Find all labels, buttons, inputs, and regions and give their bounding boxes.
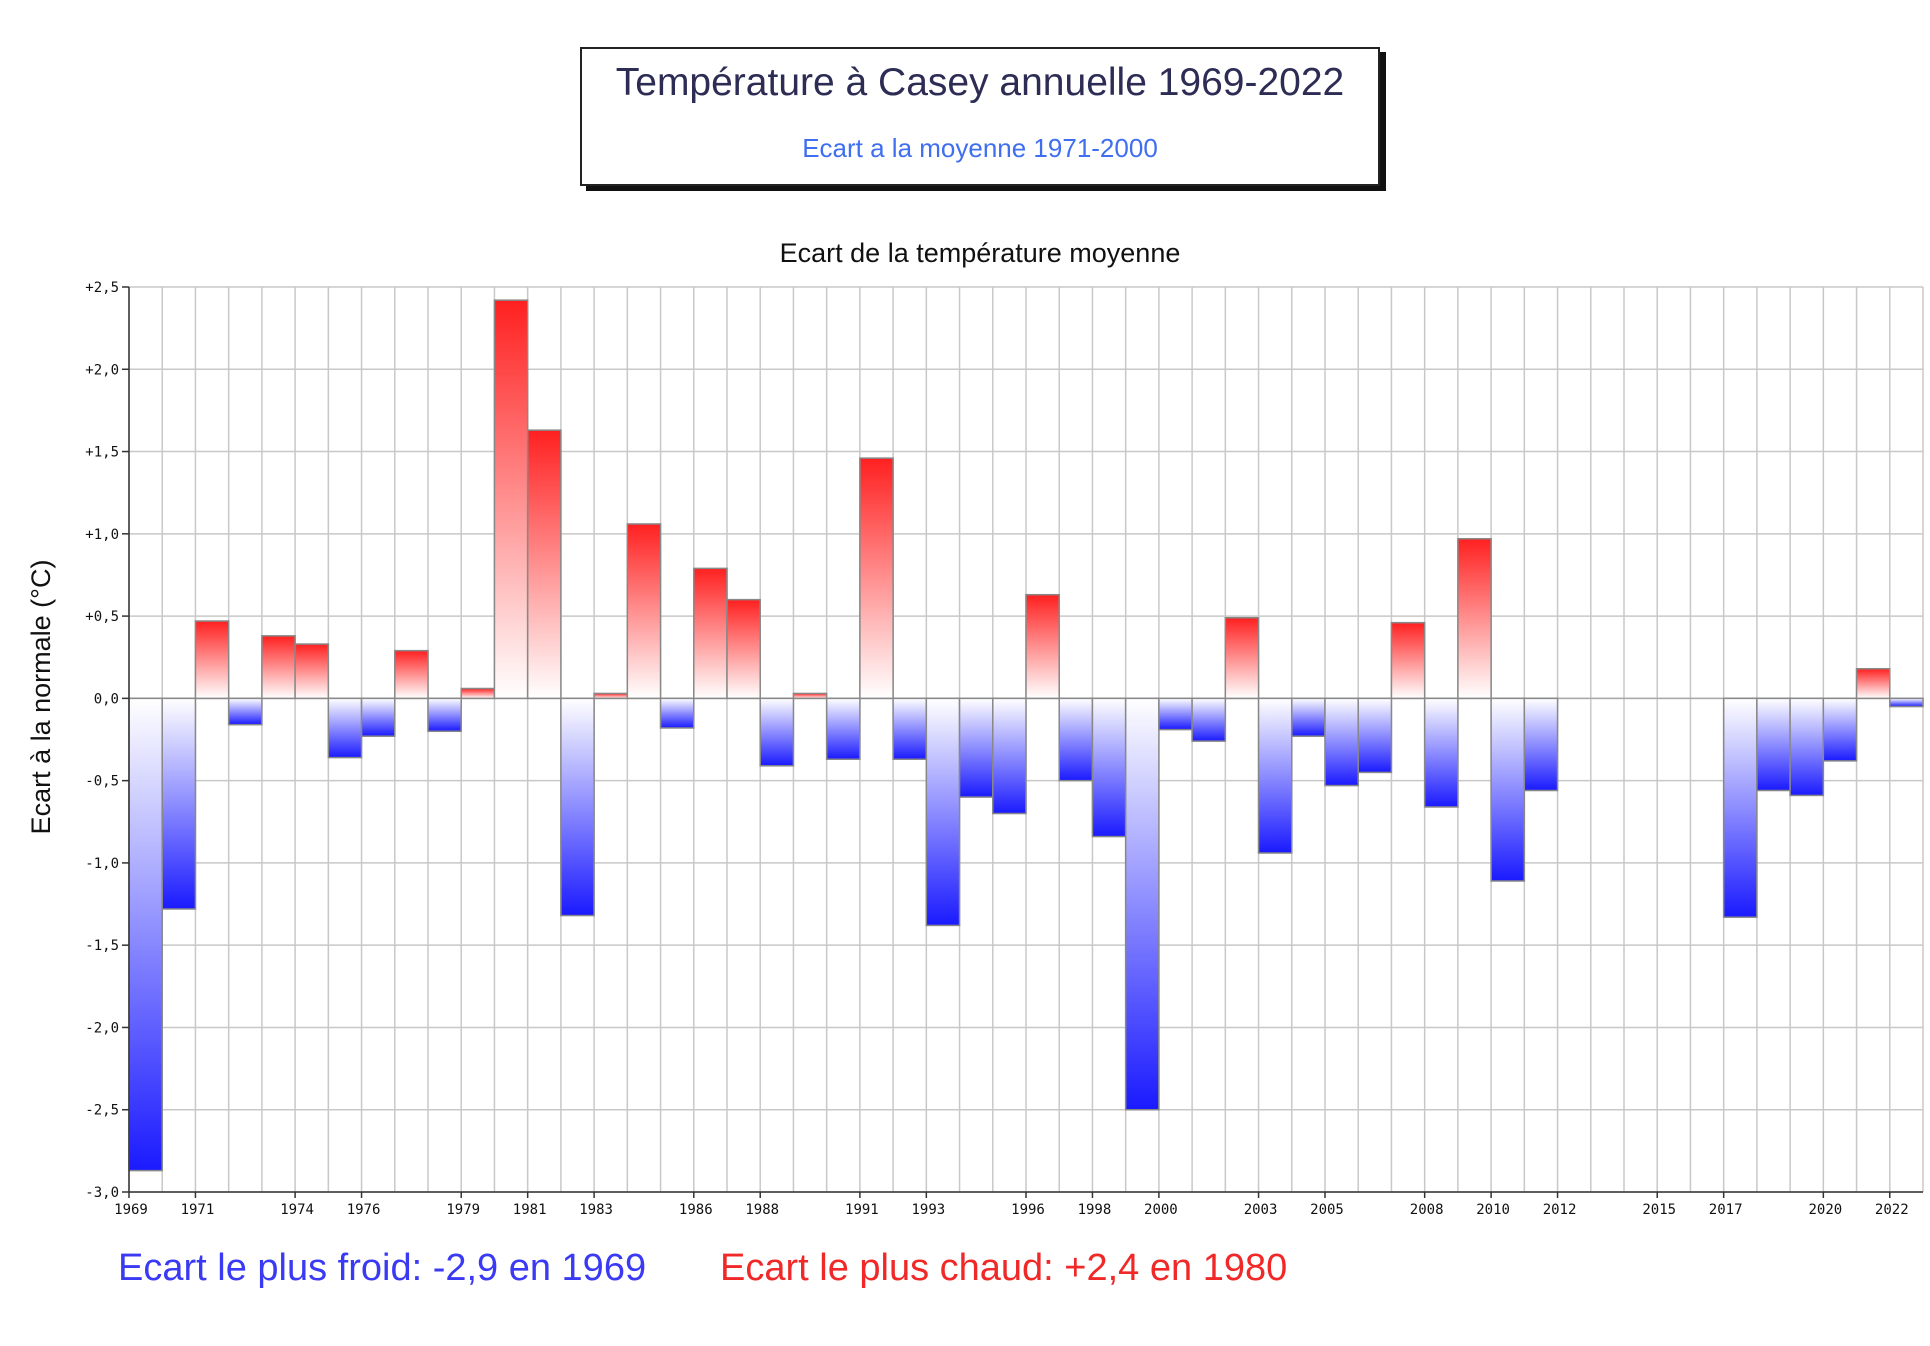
y-tick-label: -1,0 [85,856,119,872]
bar-1976 [360,697,396,737]
bar-1988 [759,697,795,767]
bar-1977 [394,649,429,700]
x-tick-label: 2012 [1543,1202,1577,1218]
page-title: Température à Casey annuelle 1969-2022 [615,61,1345,104]
y-tick-label: -0,5 [85,774,119,790]
x-tick-label: 1991 [845,1202,879,1218]
y-tick-label: -3,0 [85,1185,119,1201]
bar-2000 [1158,697,1193,731]
x-tick-label: 1993 [911,1202,945,1218]
bar-1999 [1124,697,1160,1111]
bar-1991 [859,457,894,700]
bar-1978 [427,697,462,733]
bar-1986 [693,567,728,700]
bar-1980 [493,299,529,700]
warmest-record: Ecart le plus chaud: +2,4 en 1980 [720,1247,1288,1289]
bar-2006 [1357,697,1393,774]
x-tick-label: 1986 [679,1202,713,1218]
x-tick-label: 1976 [347,1202,381,1218]
x-tick-label: 2010 [1476,1202,1510,1218]
x-tick-label: 1998 [1078,1202,1112,1218]
bar-1972 [227,697,263,726]
x-tick-label: 1983 [579,1202,613,1218]
bar-1970 [161,697,197,910]
coldest-record: Ecart le plus froid: -2,9 en 1969 [118,1247,647,1289]
bar-1984 [626,523,662,700]
y-tick-label: +2,5 [85,280,119,296]
y-tick-label: -1,5 [85,938,119,954]
page-subtitle: Ecart a la moyenne 1971-2000 [802,133,1158,163]
bar-2009 [1457,538,1492,700]
bar-2004 [1291,697,1326,737]
bar-2019 [1789,697,1825,797]
x-tick-label: 1996 [1011,1202,1045,1218]
y-tick-label: +1,5 [85,445,119,461]
bar-2005 [1324,697,1359,787]
bar-2008 [1423,697,1459,808]
bar-2021 [1855,667,1891,700]
bar-2018 [1756,697,1791,792]
x-tick-label: 1974 [280,1202,314,1218]
bar-1974 [294,643,330,700]
x-tick-label: 2000 [1144,1202,1178,1218]
y-tick-label: +1,0 [85,527,119,543]
bar-1996 [1025,593,1060,700]
x-tick-label: 1969 [114,1202,148,1218]
bar-1998 [1091,697,1127,838]
bar-1995 [992,697,1027,815]
bar-1993 [925,697,961,927]
x-tick-label: 1988 [745,1202,779,1218]
bar-1979 [460,687,496,700]
bar-1971 [194,620,230,700]
bar-1981 [526,429,562,700]
bar-1969 [128,697,163,1172]
bar-1973 [261,635,296,700]
y-tick-label: +2,0 [85,362,119,378]
bar-2001 [1191,697,1227,742]
x-tick-label: 1971 [181,1202,215,1218]
y-tick-label: +0,5 [85,609,119,625]
bar-1982 [560,697,595,917]
x-tick-label: 2008 [1410,1202,1444,1218]
bar-1994 [958,697,994,798]
axes: +2,5 +2,0 +1,5 +1,0 +0,5 0,0 -0,5 -1,0 -1,5 -2,0 -… [85,280,1923,1218]
y-tick-label: -2,0 [85,1020,119,1036]
bar-1997 [1058,697,1094,782]
x-tick-label: 2003 [1244,1202,1278,1218]
y-tick-label: -2,5 [85,1103,119,1119]
bar-1989 [792,692,828,700]
bar-1987 [726,598,761,700]
bars [128,299,1924,1172]
bar-2010 [1490,697,1526,882]
bar-1983 [593,692,629,700]
chart-title: Ecart de la température moyenne [780,238,1181,268]
bar-1975 [327,697,363,759]
y-tick-label: 0,0 [94,691,119,707]
x-tick-label: 2022 [1875,1202,1909,1218]
bar-2002 [1224,616,1260,700]
bar-1992 [892,697,928,760]
bar-2020 [1822,697,1858,762]
bar-2022 [1889,697,1924,708]
bar-1985 [659,697,695,729]
bar-1990 [825,697,861,760]
x-tick-label: 1979 [446,1202,480,1218]
y-axis-label: Ecart à la normale (°C) [26,560,56,835]
x-tick-label: 2020 [1808,1202,1842,1218]
bar-2007 [1390,621,1426,700]
bar-2011 [1523,697,1559,792]
bar-2003 [1257,697,1293,854]
x-tick-label: 1981 [513,1202,547,1218]
title-box: Température à Casey annuelle 1969-2022 E… [580,47,1380,186]
x-tick-label: 2005 [1310,1202,1344,1218]
bar-2017 [1722,697,1758,918]
x-tick-label: 2015 [1642,1202,1676,1218]
x-tick-label: 2017 [1709,1202,1743,1218]
